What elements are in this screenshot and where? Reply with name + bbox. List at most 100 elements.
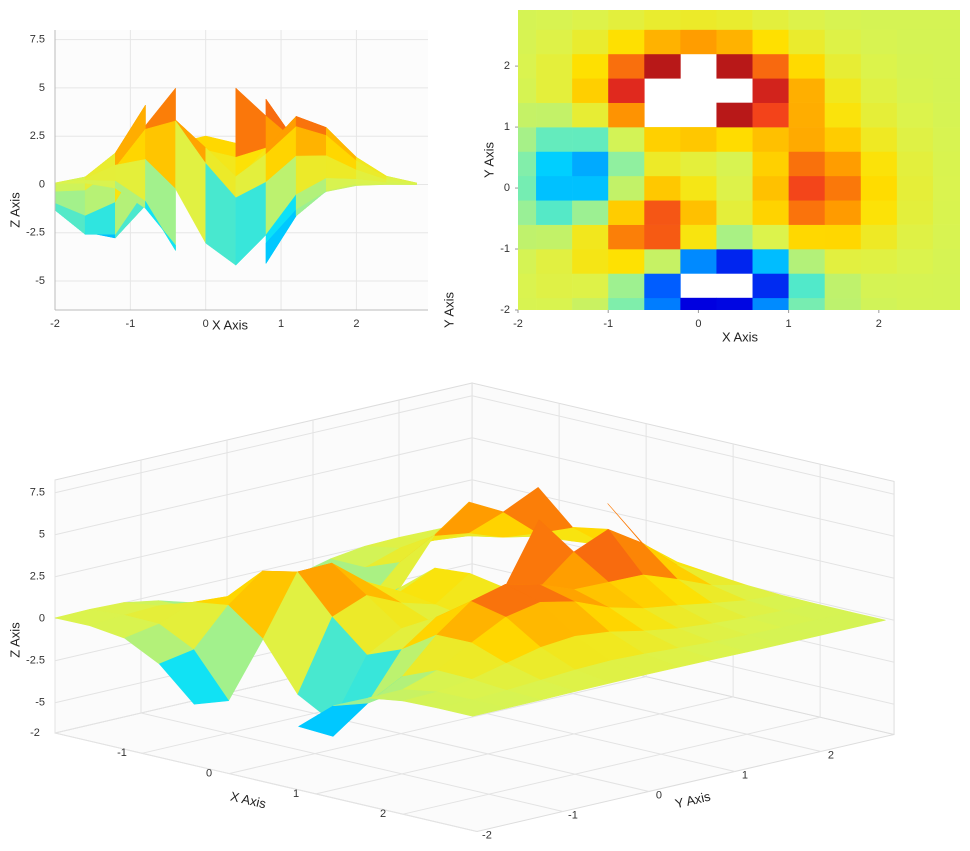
heat-cell bbox=[518, 151, 537, 177]
heat-cell bbox=[716, 249, 753, 274]
heat-cell bbox=[752, 175, 789, 201]
heat-cell bbox=[608, 10, 645, 30]
heat-cell bbox=[608, 224, 645, 250]
y-tick-label: -1 bbox=[500, 243, 510, 255]
surface-patch bbox=[437, 699, 508, 717]
heat-cell bbox=[752, 127, 789, 152]
heat-cell bbox=[932, 273, 960, 299]
z-tick-label: -5 bbox=[35, 275, 45, 287]
heat-cell bbox=[644, 53, 681, 79]
z-tick-label: 5 bbox=[39, 529, 45, 541]
heat-cell bbox=[518, 29, 537, 55]
grid-line bbox=[402, 464, 821, 815]
heat-cell bbox=[860, 127, 898, 152]
x-axis-label: X Axis bbox=[722, 329, 759, 344]
heat-cell bbox=[518, 127, 537, 152]
heat-cell bbox=[716, 200, 753, 225]
heat-cell bbox=[788, 102, 825, 128]
heat-cell bbox=[932, 10, 960, 30]
heat-cell bbox=[896, 200, 934, 225]
x-axis-label: X Axis bbox=[212, 317, 249, 332]
grid-line bbox=[228, 423, 647, 775]
heat-cell bbox=[788, 29, 825, 55]
heat-cell bbox=[788, 175, 825, 201]
y-tick-label: -2 bbox=[482, 829, 492, 841]
grid-line bbox=[140, 459, 564, 812]
heat-cell bbox=[608, 297, 645, 310]
heat-cell bbox=[518, 10, 537, 30]
x-tick-label: 1 bbox=[786, 318, 792, 330]
heat-cell bbox=[518, 102, 537, 128]
heat-cell bbox=[572, 297, 609, 310]
heat-cell bbox=[680, 29, 717, 55]
heat-cell bbox=[572, 249, 609, 274]
heat-cell bbox=[572, 127, 609, 152]
y-axis-label: Y Axis bbox=[441, 292, 456, 328]
heat-cell bbox=[860, 102, 898, 128]
heat-cell bbox=[788, 127, 825, 152]
x-tick-label: -2 bbox=[30, 727, 40, 739]
heat-cell bbox=[680, 127, 717, 152]
heat-cell bbox=[860, 175, 898, 201]
heat-cell bbox=[644, 224, 681, 250]
heat-cell bbox=[788, 10, 825, 30]
x-tick-label: -2 bbox=[513, 318, 523, 330]
heat-cell bbox=[752, 273, 789, 299]
x-tick-label: -1 bbox=[117, 747, 127, 759]
heat-cell bbox=[860, 249, 898, 274]
x-tick-label: 1 bbox=[293, 788, 299, 800]
heat-cell bbox=[896, 53, 934, 79]
heat-cell bbox=[518, 297, 537, 310]
heat-cell bbox=[824, 151, 862, 177]
heat-cell bbox=[716, 10, 753, 30]
heat-cell bbox=[572, 200, 609, 225]
heat-cell bbox=[860, 10, 898, 30]
x-tick-label: 2 bbox=[876, 318, 882, 330]
x-tick-label: 0 bbox=[206, 768, 212, 780]
heat-cell bbox=[644, 127, 681, 152]
heat-cell bbox=[680, 224, 717, 250]
y-axis-label: Y Axis bbox=[674, 789, 713, 812]
z-tick-label: 0 bbox=[39, 613, 45, 625]
heat-cell bbox=[572, 102, 609, 128]
heat-cell bbox=[608, 127, 645, 152]
heat-cell bbox=[608, 78, 645, 103]
z-tick-label: 7.5 bbox=[30, 487, 45, 499]
heat-cell bbox=[536, 297, 573, 310]
heat-cell bbox=[932, 102, 960, 128]
heat-cell bbox=[518, 273, 537, 299]
heat-cell bbox=[716, 297, 753, 310]
y-tick-label: 1 bbox=[742, 769, 748, 781]
heat-cell bbox=[752, 249, 789, 274]
heat-cell bbox=[824, 10, 862, 30]
heat-cell bbox=[824, 175, 862, 201]
heat-cell bbox=[716, 151, 753, 177]
heat-cell bbox=[896, 102, 934, 128]
heat-cell bbox=[932, 200, 960, 225]
heat-cell bbox=[716, 127, 753, 152]
heat-cell bbox=[536, 53, 573, 79]
heat-cell bbox=[896, 249, 934, 274]
heat-cell bbox=[536, 200, 573, 225]
heat-cell bbox=[572, 78, 609, 103]
heat-cell bbox=[644, 10, 681, 30]
z-tick-label: -5 bbox=[35, 697, 45, 709]
heat-cell bbox=[932, 249, 960, 274]
heat-cell bbox=[752, 297, 789, 310]
heat-cell bbox=[518, 200, 537, 225]
grid-line bbox=[54, 479, 478, 832]
heat-cell bbox=[860, 29, 898, 55]
heat-cell bbox=[644, 297, 681, 310]
heat-cell bbox=[572, 273, 609, 299]
heat-cell bbox=[644, 151, 681, 177]
heat-cell bbox=[824, 53, 862, 79]
heat-cell bbox=[932, 29, 960, 55]
y-axis-label: Y Axis bbox=[481, 142, 496, 178]
z-tick-label: 2.5 bbox=[30, 571, 45, 583]
heat-cell bbox=[932, 53, 960, 79]
y-tick-label: 0 bbox=[504, 182, 510, 194]
heat-cell bbox=[788, 297, 825, 310]
heat-cell bbox=[932, 224, 960, 250]
heat-cell bbox=[608, 151, 645, 177]
heat-cell bbox=[572, 10, 609, 30]
